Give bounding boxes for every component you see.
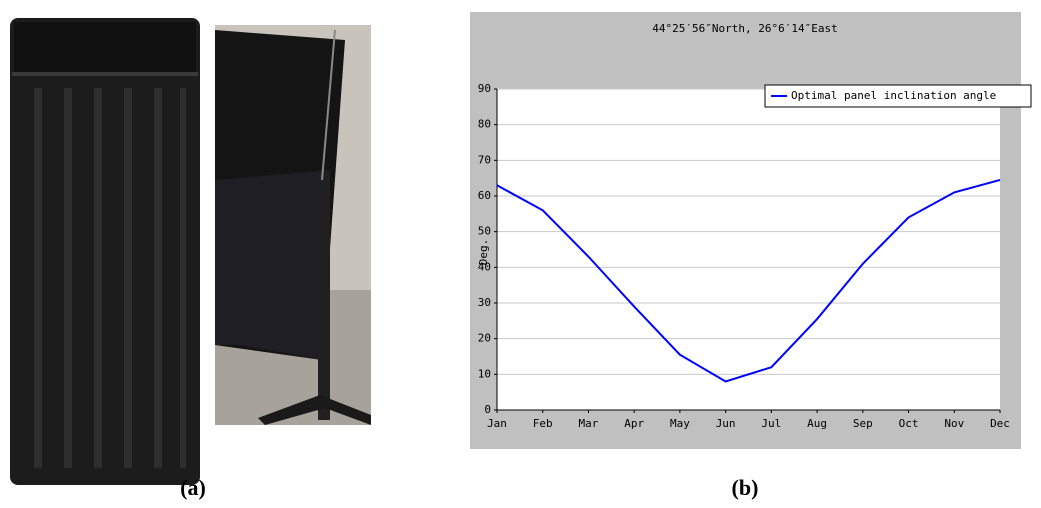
x-tick-label: Jun [716,417,736,430]
legend-label: Optimal panel inclination angle [791,89,996,102]
x-tick-label: Nov [944,417,964,430]
y-tick-label: 10 [478,367,491,380]
legend-box [764,84,1032,108]
chart-title: 44°25′56″North, 26°6′14″East [652,22,837,35]
y-tick-label: 40 [478,260,491,273]
y-tick-label: 50 [478,225,491,238]
photo-panel [215,25,371,425]
y-tick-label: 90 [478,82,491,95]
photo-collector [10,18,200,485]
y-tick-label: 30 [478,296,491,309]
y-tick-label: 60 [478,189,491,202]
y-tick-label: 0 [484,403,491,416]
y-axis-label: Deg. [477,239,490,266]
x-tick-label: Feb [533,417,553,430]
caption: (a) [180,475,206,500]
x-tick-label: Jan [487,417,507,430]
x-tick-label: Jul [761,417,781,430]
y-tick-label: 20 [478,332,491,345]
x-tick-label: Apr [624,417,644,430]
x-tick-label: Sep [853,417,873,430]
x-tick-label: Aug [807,417,827,430]
plot-area [497,89,1000,410]
line-series [496,178,1001,383]
x-tick-label: Oct [899,417,919,430]
y-tick-label: 80 [478,118,491,131]
caption: (b) [732,475,759,500]
y-tick-label: 70 [478,153,491,166]
x-tick-label: May [670,417,690,430]
x-tick-label: Dec [990,417,1010,430]
x-tick-label: Mar [579,417,599,430]
